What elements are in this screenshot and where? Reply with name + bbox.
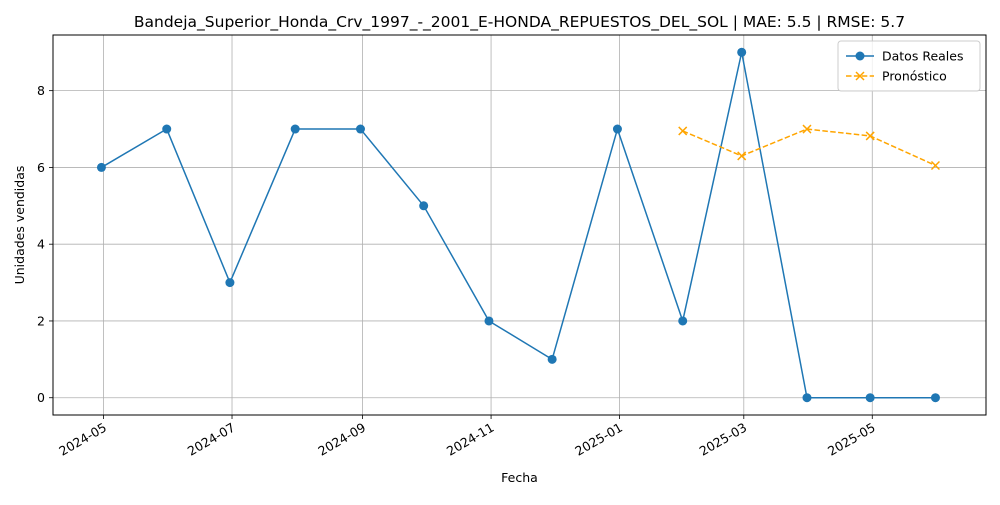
data-point [802,124,812,134]
ticks: 0 2 4 6 8 2024-05 2024-07 2024-09 2024-11 2025-01… [37,83,878,459]
y-tick-label: 6 [37,160,45,175]
x-tick-label: 2024-07 [185,420,238,459]
x-tick-label: 2025-01 [572,420,625,459]
data-point [678,126,688,136]
legend-label-pronostico: Pronóstico [882,69,947,84]
data-point [547,354,557,364]
data-point [419,201,429,211]
y-tick-label: 4 [37,237,45,252]
legend-box [837,40,981,92]
data-point [865,131,875,141]
data-point [484,316,494,326]
legend-marker-datos-reales [855,51,865,61]
x-tick-label: 2024-05 [56,420,109,459]
x-axis-label: Fecha [501,470,538,485]
y-axis-label: Unidades vendidas [12,166,27,285]
data-point [678,316,688,326]
plot-frame [52,34,987,416]
y-tick-label: 0 [37,390,45,405]
data-point [162,124,172,134]
data-point [96,162,106,172]
legend-label-datos-reales: Datos Reales [882,49,963,64]
x-tick-label: 2024-09 [315,420,368,459]
y-tick-label: 8 [37,83,45,98]
series-datos-reales [96,47,940,403]
data-point [802,393,812,403]
grid [53,35,986,415]
series-line-datos-reales [101,51,936,399]
x-tick-label: 2025-05 [825,420,878,459]
data-point [290,124,300,134]
y-tick-label: 2 [37,313,45,328]
data-point [930,393,940,403]
x-tick-label: 2024-11 [444,420,497,459]
legend: Datos Reales Pronóstico [837,40,981,92]
data-point [737,47,747,57]
series-pronostico [678,124,940,171]
data-point [355,124,365,134]
chart-title: Bandeja_Superior_Honda_Crv_1997_-_2001_E… [134,13,905,32]
data-point [865,393,875,403]
legend-marker-pronostico [855,71,865,81]
series-layer [96,47,940,403]
data-point [225,278,235,288]
series-line-pronostico [682,128,936,167]
data-point [737,151,747,161]
x-tick-label: 2025-03 [697,420,750,459]
data-point [612,124,622,134]
data-point [930,160,940,171]
